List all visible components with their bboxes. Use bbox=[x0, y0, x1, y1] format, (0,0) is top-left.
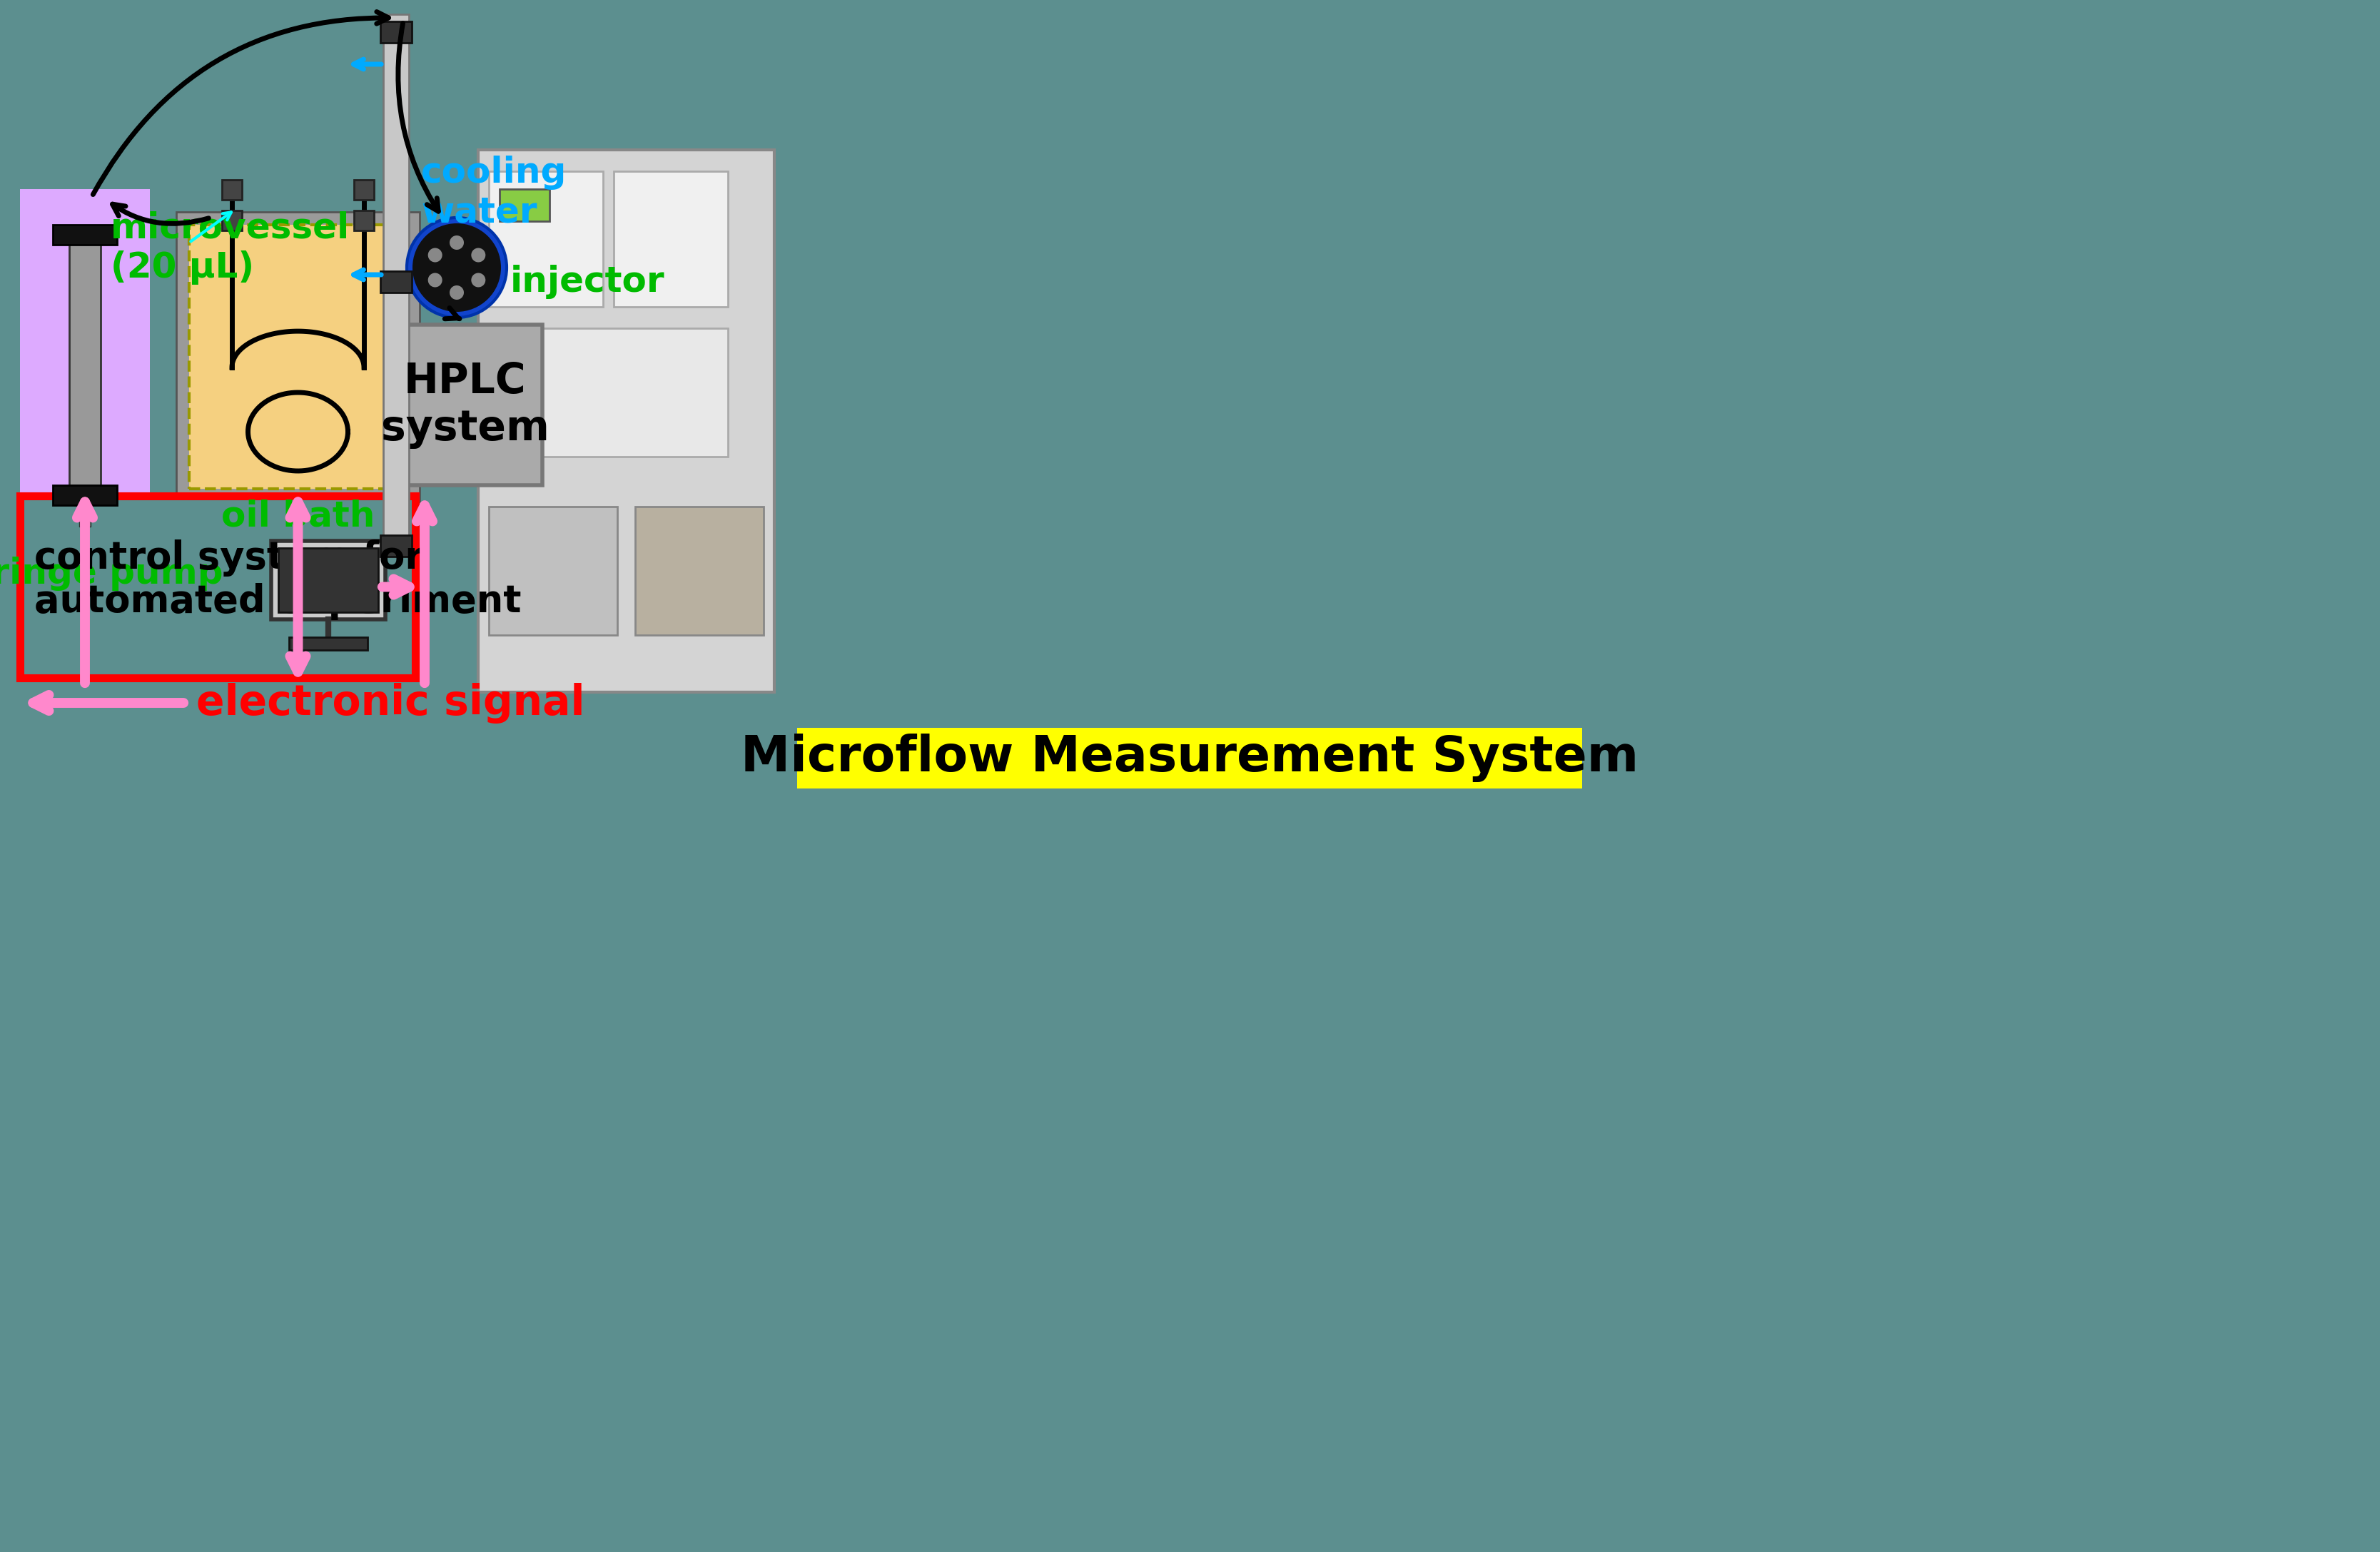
Circle shape bbox=[471, 273, 486, 287]
Bar bbox=[188, 225, 407, 489]
Bar bbox=[79, 236, 90, 245]
Text: HPLC
system: HPLC system bbox=[381, 362, 550, 449]
Bar bbox=[52, 225, 117, 245]
Bar bbox=[355, 180, 374, 200]
Circle shape bbox=[407, 217, 507, 318]
Bar bbox=[221, 211, 243, 231]
Bar bbox=[478, 151, 774, 692]
Bar bbox=[79, 506, 90, 526]
Bar bbox=[278, 548, 378, 611]
Bar bbox=[614, 171, 728, 307]
Text: oil bath: oil bath bbox=[221, 500, 374, 534]
Bar bbox=[488, 506, 616, 635]
Bar bbox=[176, 213, 419, 501]
Bar bbox=[488, 171, 602, 307]
Text: syringe pump: syringe pump bbox=[0, 557, 224, 591]
Bar bbox=[381, 535, 412, 557]
Bar bbox=[288, 636, 367, 650]
Text: cooling
water: cooling water bbox=[421, 155, 566, 230]
Bar bbox=[271, 540, 386, 619]
Text: microvessel
(20 μL): microvessel (20 μL) bbox=[109, 211, 350, 284]
Circle shape bbox=[471, 248, 486, 262]
Bar bbox=[69, 236, 100, 486]
Bar bbox=[381, 22, 412, 43]
Circle shape bbox=[412, 223, 500, 312]
Bar bbox=[355, 211, 374, 231]
Bar bbox=[221, 180, 243, 200]
Text: electronic signal: electronic signal bbox=[195, 683, 585, 723]
Bar bbox=[52, 486, 117, 506]
Bar bbox=[388, 324, 543, 486]
Circle shape bbox=[450, 286, 464, 300]
Bar bbox=[19, 189, 150, 549]
Bar bbox=[383, 14, 409, 557]
Circle shape bbox=[450, 236, 464, 250]
Circle shape bbox=[428, 273, 443, 287]
Text: Microflow Measurement System: Microflow Measurement System bbox=[740, 734, 1640, 782]
Bar bbox=[19, 497, 416, 678]
Text: control system for
automated experiment: control system for automated experiment bbox=[33, 540, 521, 619]
Bar bbox=[381, 272, 412, 293]
Bar bbox=[500, 189, 550, 222]
Bar bbox=[797, 728, 1583, 788]
Text: injector: injector bbox=[509, 265, 664, 300]
Circle shape bbox=[428, 248, 443, 262]
Bar bbox=[635, 506, 764, 635]
Bar bbox=[488, 327, 728, 456]
